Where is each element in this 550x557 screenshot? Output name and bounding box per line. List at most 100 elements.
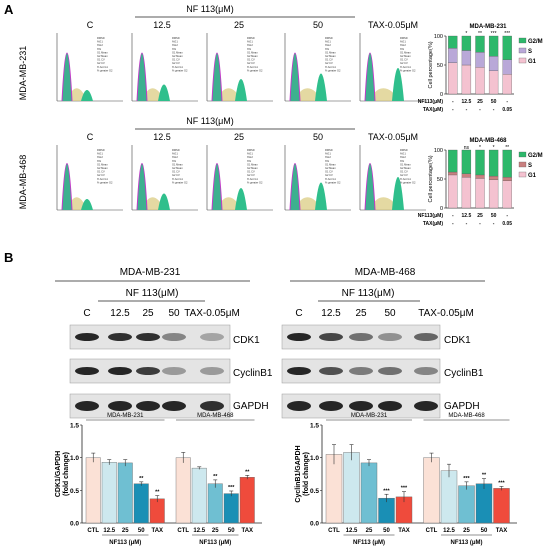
- flow-legend-line: %S: [400, 47, 404, 51]
- row1-col-50: 50: [313, 20, 323, 30]
- flow-legend-line: % greater G2: [172, 68, 188, 72]
- quant-category-label: TAX: [496, 528, 508, 534]
- flow-legend-line: % greater G2: [325, 68, 341, 72]
- quant-category-label: TAX: [398, 528, 410, 534]
- stack-x-row-value: 50: [491, 99, 497, 105]
- stack-x-row-value: 50: [491, 213, 497, 219]
- blot-band: [136, 367, 160, 375]
- stack-bar-g2m: [448, 35, 458, 49]
- stack-x-row-value: -: [452, 99, 454, 105]
- flow-legend-line: G1 Mean: [400, 162, 411, 166]
- quant-bar: [175, 457, 191, 524]
- flow-legend-line: % bot G1: [97, 177, 108, 181]
- stack-bar-g2m: [502, 35, 512, 60]
- stack-x-row-value: -: [466, 107, 468, 113]
- quant-bar: [458, 485, 475, 524]
- flow-legend-line: %G2: [172, 43, 178, 47]
- stack-bar-g1: [475, 67, 485, 95]
- stack-bar-g2m: [475, 35, 485, 53]
- flow-legend-line: G1 CV: [97, 170, 105, 174]
- stack-bar-g1: [461, 177, 472, 209]
- flow-s-phase: [142, 197, 164, 210]
- blot-right-cell-line: MDA-MB-468: [355, 267, 416, 278]
- quant-group-title: MDA-MB-231: [351, 413, 388, 419]
- blot-band: [349, 401, 373, 411]
- stack-x-row-label: NF113(μM): [418, 213, 444, 219]
- stack-y-tick-label: 100: [434, 34, 443, 40]
- flow-legend-line: G2 Mean: [97, 166, 108, 170]
- blot-band: [108, 401, 132, 411]
- stack-bar-g1: [502, 74, 512, 95]
- row2-col-25: 25: [234, 132, 244, 142]
- quant-bar: [343, 452, 360, 524]
- panel-a-label: A: [4, 2, 14, 17]
- flow-legend-line: G2 CV: [172, 61, 180, 65]
- stack-chart-title: MDA-MB-468: [469, 138, 507, 144]
- quant-bar: [85, 457, 101, 524]
- blot-right-protein-cdk1: CDK1: [444, 335, 471, 346]
- quant-category-label: 25: [366, 528, 373, 534]
- stack-bar-g1: [502, 180, 512, 209]
- stack-bar-g2m: [461, 35, 472, 51]
- stack-legend-swatch: [518, 171, 527, 178]
- quant-group-title: MDA-MB-231: [107, 413, 144, 419]
- stack-y-tick-label: 0: [440, 92, 443, 98]
- quant-bar: [423, 457, 440, 524]
- stack-chart-title: MDA-MB-231: [469, 24, 507, 30]
- row2-col-c: C: [87, 132, 94, 142]
- blot-band: [349, 333, 373, 341]
- stack-bar-s: [461, 50, 472, 66]
- quant-category-label: CTL: [177, 528, 189, 534]
- quant-bar: [101, 462, 117, 524]
- flow-legend-line: G1 CV: [325, 58, 333, 62]
- flow-legend-line: RMSD: [172, 148, 180, 152]
- blot-band: [162, 401, 186, 411]
- flow-legend-line: G2 Mean: [97, 54, 108, 58]
- blot-right-treatment-header: NF 113(μM): [342, 288, 395, 299]
- flow-fit-curve: [289, 163, 301, 211]
- quant-group-title: MDA-MB-468: [448, 413, 485, 419]
- stack-y-label: Cell percentage(%): [428, 155, 434, 202]
- flow-legend-line: G1 CV: [400, 170, 408, 174]
- quant-category-label: 25: [122, 528, 129, 534]
- row2-header: NF 113(μM) C 12.5 25 50 TAX-0.05μM: [87, 116, 418, 142]
- stack-bar-s: [488, 56, 499, 71]
- quant-significance: ***: [401, 486, 408, 492]
- quant-bar: [133, 483, 149, 524]
- flow-legend-line: G1 Mean: [325, 50, 336, 54]
- flow-legend-line: %G2: [97, 43, 103, 47]
- quant-category-label: CTL: [426, 528, 438, 534]
- flow-legend-line: %G1: [247, 40, 253, 44]
- quant-category-label: 12.5: [443, 528, 455, 534]
- blot-band: [200, 367, 224, 375]
- flow-s-phase: [295, 88, 321, 101]
- flow-legend-line: RMSD: [97, 148, 105, 152]
- flow-legend-line: %G1: [400, 152, 406, 156]
- row2-col-12.5: 12.5: [153, 132, 171, 142]
- stack-legend-label: G1: [528, 59, 537, 65]
- flow-legend-line: G2 Mean: [400, 166, 411, 170]
- stack-significance: *: [493, 145, 495, 151]
- flow-g2-peak: [392, 68, 404, 101]
- stack-y-tick-label: 100: [434, 148, 443, 154]
- flow-legend-line: G1 CV: [247, 58, 255, 62]
- blot-band: [75, 367, 99, 375]
- stack-x-row-value: -: [493, 107, 495, 113]
- quant-y-label: CyclinB1/GAPDH: [295, 445, 302, 502]
- flow-fit-curve: [61, 163, 73, 211]
- quant-bar: [207, 483, 223, 524]
- row1-col-12.5: 12.5: [153, 20, 171, 30]
- flow-legend-line: % greater G2: [400, 180, 416, 184]
- blot-right-lane-50: 50: [384, 308, 396, 319]
- flow-legend-line: % greater G2: [97, 180, 113, 184]
- flow-legend-line: RMSD: [325, 148, 333, 152]
- quant-bar: [360, 462, 378, 524]
- blot-left-treatment-header: NF 113(μM): [126, 288, 179, 299]
- flow-legend-line: G2 Mean: [400, 54, 411, 58]
- blot-band: [414, 367, 438, 375]
- stack-bar-s: [502, 59, 512, 75]
